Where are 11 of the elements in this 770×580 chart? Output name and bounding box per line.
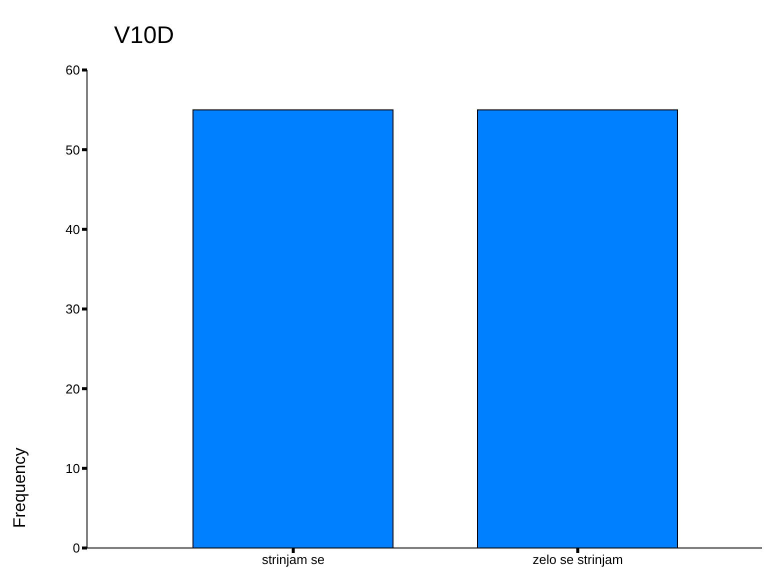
y-tick-label: 60	[66, 62, 80, 78]
y-tick-label: 50	[66, 142, 80, 158]
y-tick-label: 30	[66, 302, 80, 317]
x-tick-label: zelo se strinjam	[532, 552, 623, 568]
y-axis-title: Frequency	[10, 448, 30, 528]
y-tick-label: 0	[72, 540, 80, 556]
x-tick-label: strinjam se	[262, 552, 325, 568]
chart-title: V10D	[114, 22, 174, 50]
y-tick-label: 20	[66, 381, 80, 396]
y-tick-label: 40	[66, 222, 80, 237]
y-tick-label: 10	[66, 460, 80, 476]
